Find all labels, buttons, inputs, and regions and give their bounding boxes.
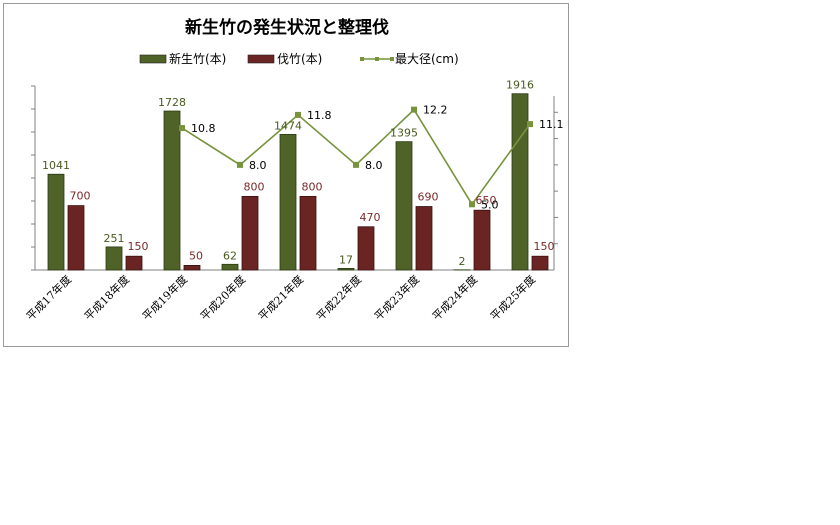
- diameter-marker: [411, 106, 417, 113]
- bar-cut-bamboo: [183, 264, 201, 271]
- data-label-diameter: 8.0: [365, 159, 383, 172]
- data-label-cut: 50: [189, 249, 203, 262]
- bars: [47, 93, 549, 271]
- data-label-diameter: 11.1: [539, 118, 564, 131]
- diameter-marker: [295, 111, 301, 118]
- data-label-cut: 700: [70, 190, 91, 203]
- legend-marker-diameter: [360, 57, 364, 61]
- x-tick-label: 平成23年度: [371, 272, 422, 323]
- data-label-diameter: 5.0: [481, 198, 499, 211]
- data-label-cut: 800: [244, 180, 265, 193]
- diameter-marker: [353, 161, 359, 168]
- bar-cut-bamboo: [299, 195, 317, 271]
- x-tick-label: 平成21年度: [255, 272, 306, 323]
- diameter-line: [179, 106, 533, 208]
- bar-cut-bamboo: [473, 209, 491, 271]
- data-label-new: 1395: [390, 127, 418, 140]
- data-label-new: 1474: [274, 119, 302, 132]
- bar-new-shoots: [105, 246, 123, 271]
- bar-cut-bamboo: [241, 195, 259, 271]
- data-label-cut: 470: [360, 211, 381, 224]
- diameter-line-path: [181, 108, 531, 206]
- x-tick-label: 平成24年度: [429, 272, 480, 323]
- data-label-new: 1916: [506, 79, 534, 92]
- data-label-new: 2: [459, 255, 466, 268]
- data-label-new: 17: [339, 253, 353, 266]
- x-tick-label: 平成25年度: [487, 272, 538, 323]
- x-tick-label: 平成20年度: [197, 272, 248, 323]
- bar-cut-bamboo: [415, 206, 433, 271]
- bar-new-shoots: [337, 268, 355, 271]
- bar-new-shoots: [395, 141, 413, 271]
- data-label-diameter: 10.8: [191, 122, 216, 135]
- data-label-cut: 150: [128, 240, 149, 253]
- x-tick-label: 平成18年度: [81, 272, 132, 323]
- legend-label-cut: 伐竹(本): [277, 52, 322, 66]
- bar-cut-bamboo: [531, 255, 549, 271]
- diameter-marker: [527, 121, 533, 128]
- data-label-diameter: 11.8: [307, 109, 332, 122]
- x-tick-label: 平成17年度: [23, 272, 74, 323]
- chart-title: 新生竹の発生状況と整理伐: [185, 17, 389, 38]
- data-label-cut: 650: [476, 194, 497, 207]
- diameter-marker: [237, 161, 243, 168]
- bar-cut-bamboo: [67, 205, 85, 271]
- bar-new-shoots: [163, 110, 181, 271]
- data-label-new: 1041: [42, 159, 70, 172]
- x-tick-labels: 平成17年度 平成18年度 平成19年度 平成20年度 平成21年度 平成22年度 平成23…: [23, 272, 538, 323]
- x-tick-label: 平成19年度: [139, 272, 190, 323]
- diameter-marker: [469, 201, 475, 208]
- data-label-new: 62: [223, 249, 237, 262]
- data-label-cut: 150: [534, 240, 555, 253]
- bar-cut-bamboo: [125, 255, 143, 271]
- legend-label-new: 新生竹(本): [169, 51, 226, 66]
- chart-svg: 新生竹の発生状況と整理伐 新生竹(本) 伐竹(本) 最大径(cm) 1041 700 2…: [23, 17, 564, 323]
- bar-new-shoots: [47, 173, 65, 271]
- data-label-diameter: 12.2: [423, 104, 448, 117]
- data-label-cut: 800: [302, 180, 323, 193]
- legend-swatch-cut: [247, 54, 275, 64]
- data-label-cut: 690: [418, 191, 439, 204]
- diameter-marker: [179, 125, 185, 132]
- data-label-new: 251: [104, 232, 125, 245]
- data-label-new: 1728: [158, 96, 186, 109]
- bar-new-shoots: [279, 133, 297, 271]
- legend: 新生竹(本) 伐竹(本) 最大径(cm): [139, 51, 459, 66]
- x-tick-label: 平成22年度: [313, 272, 364, 323]
- legend-swatch-new: [139, 54, 167, 64]
- bar-new-shoots: [221, 263, 239, 271]
- bar-new-shoots: [511, 93, 529, 271]
- data-label-diameter: 8.0: [249, 159, 267, 172]
- legend-label-diameter: 最大径(cm): [395, 52, 459, 66]
- legend-marker-diameter: [375, 57, 379, 61]
- legend-marker-diameter: [390, 57, 394, 61]
- chart-container: 新生竹の発生状況と整理伐 新生竹(本) 伐竹(本) 最大径(cm) 1041 700 2…: [3, 3, 569, 347]
- bar-cut-bamboo: [357, 226, 375, 271]
